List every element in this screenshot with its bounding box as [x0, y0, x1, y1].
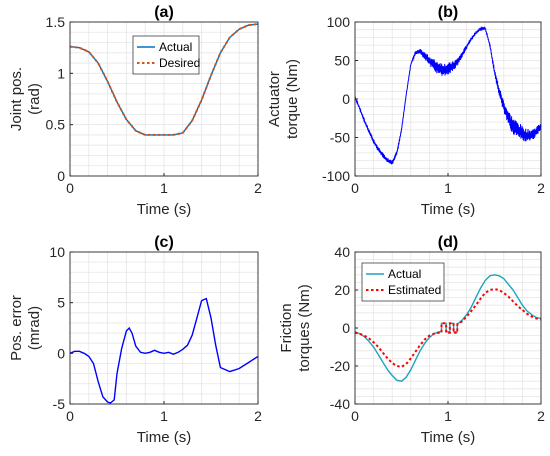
x-tick-label: 2	[537, 180, 545, 196]
y-tick-label: 20	[334, 282, 350, 298]
y-tick-label: 40	[334, 244, 350, 260]
y-tick-label: -20	[330, 358, 350, 374]
x-tick-label: 2	[537, 408, 545, 424]
y-tick-label: 1.5	[46, 14, 66, 30]
x-tick-label: 2	[254, 408, 262, 424]
panel-d: 0 1 2 -40 -20 0 20 40 (d) Time (s) Frictiontorques…	[278, 234, 545, 446]
x-tick-label: 0	[66, 408, 74, 424]
series-line-1	[69, 297, 259, 404]
y-tick-label: -100	[322, 168, 350, 184]
y-tick-label: -40	[330, 396, 350, 412]
y-tick-label: -50	[330, 130, 350, 146]
y-tick-label: 0	[57, 168, 65, 184]
x-tick-label: 2	[254, 180, 262, 196]
x-axis-label: Time (s)	[421, 429, 475, 446]
y-tick-label: 0	[342, 91, 350, 107]
y-axis-label: Joint pos.(rad)	[8, 67, 43, 131]
x-tick-label: 0	[66, 180, 74, 196]
x-tick-label: 1	[160, 180, 168, 196]
x-tick-label: 1	[444, 408, 452, 424]
x-tick-label: 1	[160, 408, 168, 424]
series-line-desired	[69, 23, 259, 136]
legend-box	[361, 262, 445, 302]
legend-label: Estimated	[388, 283, 441, 297]
legend: Actual Estimated	[361, 262, 445, 302]
y-tick-label: 10	[49, 244, 65, 260]
series-line-estimated	[354, 288, 542, 368]
panel-b: 0 1 2 -100 -50 0 50 100 (b) Time (s) Actuatortorqu…	[266, 4, 545, 218]
legend-label: Actual	[388, 267, 421, 281]
y-tick-label: 50	[334, 53, 350, 69]
y-axis-label: Frictiontorques (Nm)	[278, 284, 313, 372]
panel-title: (c)	[154, 234, 174, 251]
x-tick-label: 0	[351, 180, 359, 196]
y-tick-label: 1	[57, 65, 65, 81]
legend-box	[132, 35, 200, 75]
panel-title: (d)	[438, 234, 458, 251]
y-tick-label: 100	[327, 14, 351, 30]
legend: Actual Desired	[132, 35, 200, 75]
legend-label: Desired	[159, 56, 200, 70]
y-axis-label: Pos. error(mrad)	[8, 295, 43, 361]
x-tick-label: 0	[351, 408, 359, 424]
legend-label: Actual	[159, 40, 192, 54]
x-tick-label: 1	[444, 180, 452, 196]
y-tick-label: 0	[57, 345, 65, 361]
y-axis-label: Actuatortorque (Nm)	[266, 59, 301, 139]
y-tick-label: -5	[53, 396, 66, 412]
panel-a: 0 1 2 0 0.5 1 1.5 (a) Time (s) Joint pos.(rad) Act…	[8, 4, 262, 218]
grid-lines	[70, 252, 258, 404]
x-axis-label: Time (s)	[137, 429, 191, 446]
panel-title: (b)	[438, 4, 458, 21]
y-tick-label: 0.5	[46, 117, 66, 133]
x-axis-label: Time (s)	[137, 201, 191, 218]
x-axis-label: Time (s)	[421, 201, 475, 218]
series-line-1	[354, 26, 542, 165]
y-tick-label: 0	[342, 320, 350, 336]
y-tick-label: 5	[57, 295, 65, 311]
panel-title: (a)	[154, 4, 174, 21]
grid-lines	[355, 22, 541, 176]
